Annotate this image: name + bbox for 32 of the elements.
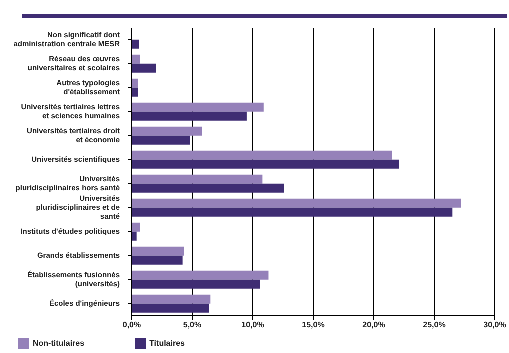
- bar: [132, 246, 184, 256]
- x-tick-label: 10,0%: [242, 320, 264, 330]
- bar: [132, 54, 140, 64]
- bar: [132, 232, 137, 241]
- bar: [132, 208, 453, 217]
- bar: [132, 64, 156, 73]
- bar: [132, 160, 400, 169]
- bar: [132, 270, 269, 280]
- bar: [132, 198, 462, 208]
- bar: [132, 136, 190, 145]
- bar: [132, 294, 211, 304]
- x-tick-label: 5,0%: [183, 320, 202, 330]
- bar: [132, 78, 138, 88]
- bar: [132, 88, 138, 97]
- x-tick-label: 0,0%: [122, 320, 142, 330]
- bar: [132, 280, 260, 289]
- legend-label: Titulaires: [150, 338, 185, 348]
- bar: [132, 112, 247, 121]
- bar: [132, 256, 183, 265]
- bar: [132, 304, 210, 313]
- x-tick-label: 25,0%: [423, 320, 446, 330]
- legend-label: Non-titulaires: [33, 338, 85, 348]
- bar: [132, 184, 284, 193]
- bar: [132, 40, 140, 49]
- bar: [132, 222, 140, 232]
- bar: [132, 150, 392, 160]
- bar: [132, 102, 264, 112]
- bar: [132, 174, 263, 184]
- x-tick-label: 30,0%: [484, 320, 506, 330]
- x-tick-label: 15,0%: [302, 320, 325, 330]
- bar: [132, 126, 202, 136]
- x-tick-label: 20,0%: [362, 320, 386, 330]
